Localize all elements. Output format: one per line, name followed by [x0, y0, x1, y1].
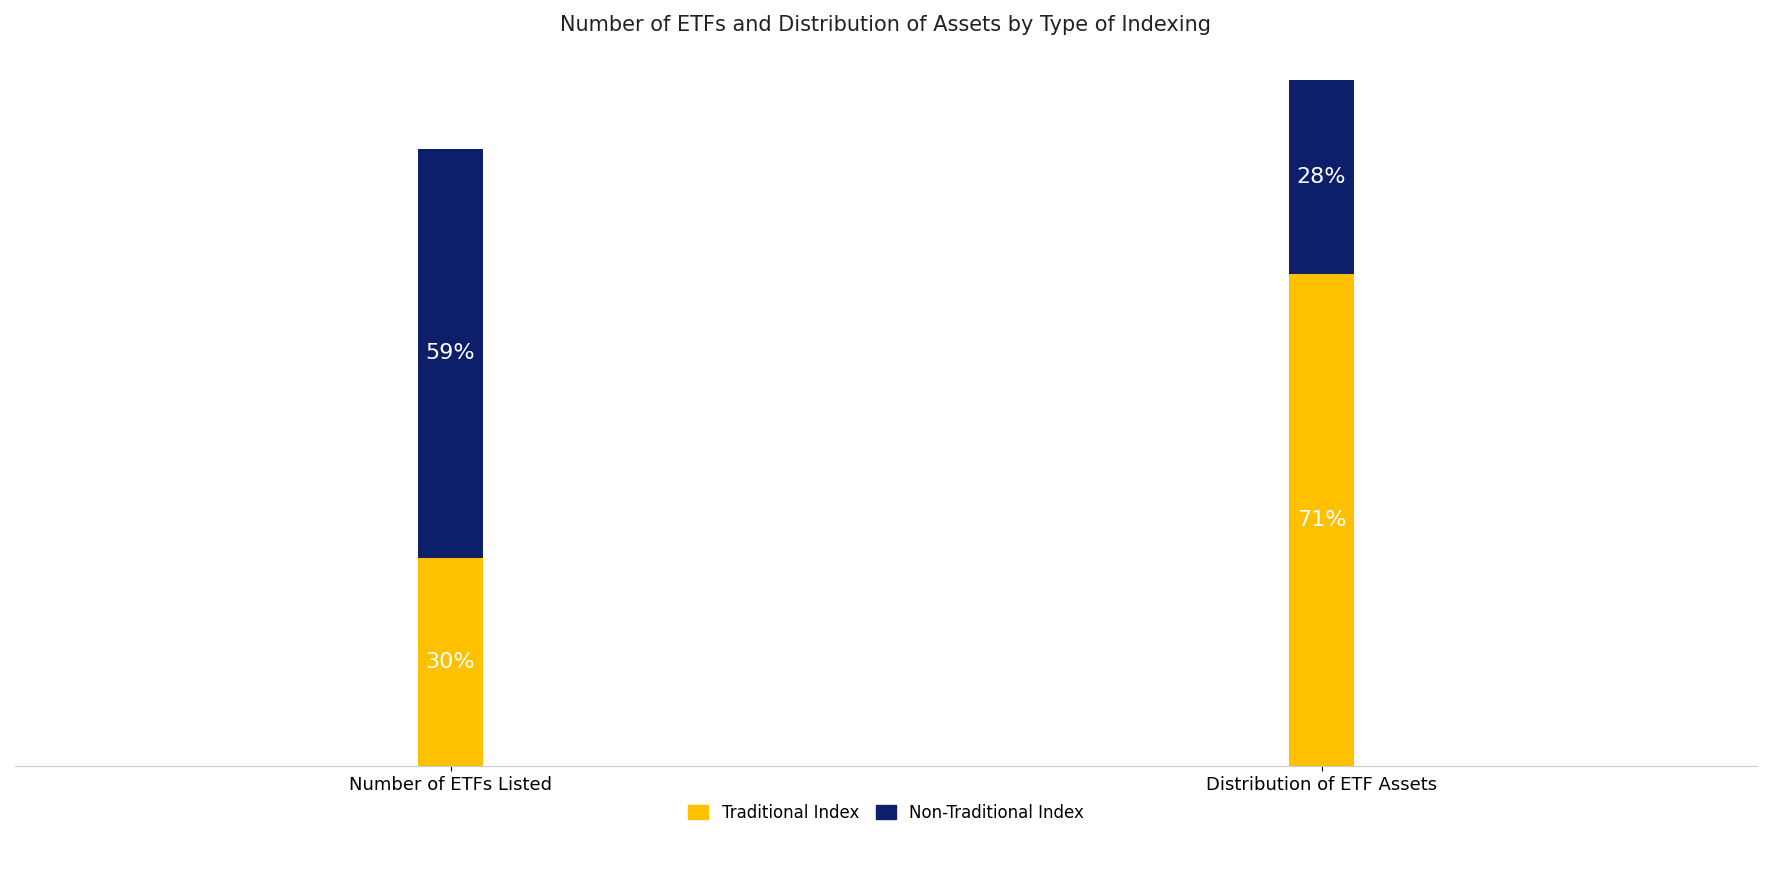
Text: 71%: 71%: [1297, 510, 1347, 530]
Text: 28%: 28%: [1297, 166, 1347, 187]
Bar: [418, 149, 484, 558]
Title: Number of ETFs and Distribution of Assets by Type of Indexing: Number of ETFs and Distribution of Asset…: [560, 15, 1212, 35]
Bar: [418, 558, 484, 766]
Legend: Traditional Index, Non-Traditional Index: Traditional Index, Non-Traditional Index: [682, 797, 1090, 828]
Text: 30%: 30%: [425, 652, 475, 672]
Text: 59%: 59%: [425, 343, 475, 364]
Bar: [1288, 273, 1354, 766]
Bar: [1288, 80, 1354, 273]
